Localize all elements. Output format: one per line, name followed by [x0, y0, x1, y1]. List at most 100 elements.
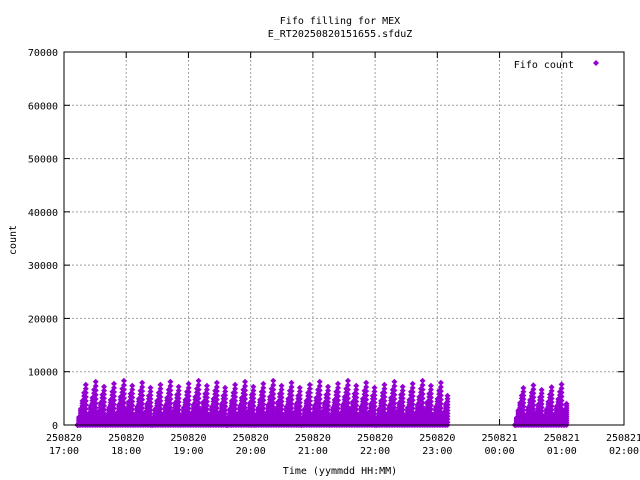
data-point	[157, 385, 164, 392]
data-point	[427, 382, 434, 389]
data-point	[120, 382, 127, 389]
data-point	[306, 381, 313, 388]
data-point	[316, 391, 323, 398]
data-point	[222, 407, 229, 414]
data-point	[167, 383, 174, 390]
data-point	[260, 384, 267, 391]
data-point	[306, 401, 313, 408]
data-point	[278, 390, 285, 397]
data-point	[558, 381, 565, 388]
data-point	[82, 393, 89, 400]
data-point	[270, 390, 277, 397]
data-point	[250, 387, 257, 394]
x-tick-time-label: 21:00	[298, 446, 328, 457]
data-points	[74, 377, 570, 428]
data-point	[167, 404, 174, 411]
data-point	[399, 399, 406, 406]
data-point	[548, 384, 555, 391]
data-point	[120, 399, 127, 406]
y-axis-label: count	[8, 225, 19, 255]
data-point	[538, 404, 545, 411]
data-point	[82, 381, 89, 388]
data-point	[419, 390, 426, 397]
data-point	[538, 390, 545, 397]
data-point	[232, 405, 239, 412]
x-tick-date-label: 250820	[170, 433, 206, 444]
data-point	[195, 382, 202, 389]
data-point	[250, 391, 257, 398]
data-point	[250, 418, 257, 425]
y-tick-label: 70000	[28, 48, 58, 59]
data-point	[353, 406, 360, 413]
data-point	[82, 397, 89, 404]
data-point	[427, 394, 434, 401]
legend: Fifo count	[514, 60, 599, 71]
x-axis-label: Time (yymmdd HH:MM)	[283, 466, 397, 477]
data-point	[139, 396, 146, 403]
data-point	[353, 398, 360, 405]
data-point	[203, 398, 210, 405]
data-point	[538, 400, 545, 407]
x-tick-date-label: 250820	[419, 433, 455, 444]
data-point	[213, 396, 220, 403]
data-point	[427, 406, 434, 413]
data-point	[278, 394, 285, 401]
data-point	[242, 387, 249, 394]
data-point	[129, 382, 136, 389]
data-point	[548, 399, 555, 406]
data-point	[558, 393, 565, 400]
y-tick-label: 40000	[28, 208, 58, 219]
data-point	[538, 386, 545, 393]
data-point	[334, 380, 341, 387]
data-point	[363, 396, 370, 403]
data-point	[391, 391, 398, 398]
data-point	[399, 383, 406, 390]
data-point	[175, 391, 182, 398]
data-point	[185, 401, 192, 408]
x-tick-time-label: 18:00	[111, 446, 141, 457]
data-point	[530, 406, 537, 413]
data-point	[363, 388, 370, 395]
data-point	[92, 387, 99, 394]
data-point	[520, 388, 527, 395]
data-point	[101, 402, 108, 409]
data-point	[558, 389, 565, 396]
data-point	[363, 400, 370, 407]
data-point	[260, 388, 267, 395]
data-point	[437, 396, 444, 403]
data-point	[139, 400, 146, 407]
data-point	[419, 377, 426, 384]
data-point	[242, 383, 249, 390]
data-point	[391, 383, 398, 390]
data-point	[399, 402, 406, 409]
data-point	[242, 404, 249, 411]
data-point	[538, 407, 545, 414]
data-point	[147, 395, 154, 402]
data-point	[203, 386, 210, 393]
data-point	[409, 380, 416, 387]
data-point	[296, 403, 303, 410]
data-point	[437, 400, 444, 407]
data-point	[232, 381, 239, 388]
data-point	[563, 400, 570, 407]
data-point	[213, 383, 220, 390]
x-tick-time-label: 23:00	[422, 446, 452, 457]
data-point	[242, 396, 249, 403]
data-point	[371, 410, 378, 417]
data-point	[92, 391, 99, 398]
grid-lines	[64, 52, 624, 425]
x-tick-time-label: 17:00	[49, 446, 79, 457]
data-point	[82, 405, 89, 412]
data-point	[530, 394, 537, 401]
data-point	[232, 397, 239, 404]
data-point	[391, 404, 398, 411]
data-point	[325, 383, 332, 390]
data-point	[175, 399, 182, 406]
data-point	[296, 384, 303, 391]
y-tick-label: 10000	[28, 368, 58, 379]
data-point	[520, 407, 527, 414]
data-point	[325, 399, 332, 406]
data-point	[548, 406, 555, 413]
data-point	[437, 405, 444, 412]
data-point	[185, 397, 192, 404]
